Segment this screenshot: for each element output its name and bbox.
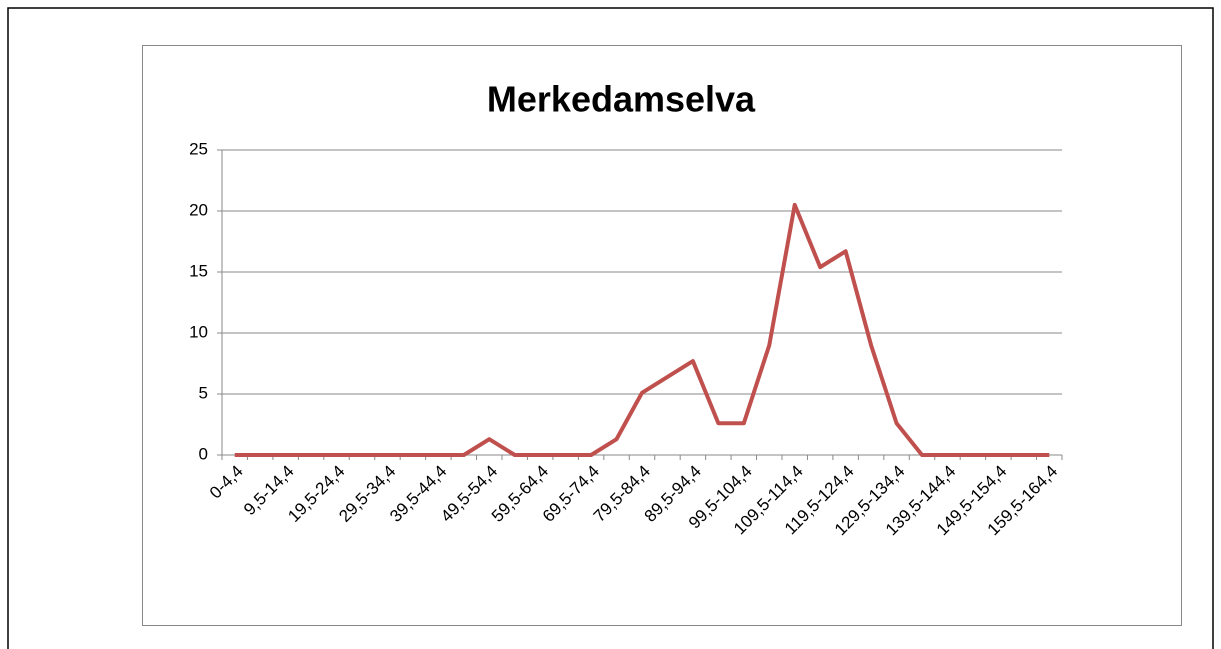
- chart-area: [142, 45, 1182, 626]
- y-tick-label: 15: [189, 261, 208, 280]
- y-tick-label: 25: [189, 139, 208, 158]
- chart-title: Merkedamselva: [487, 79, 756, 120]
- y-tick-label: 0: [199, 444, 208, 463]
- y-tick-label: 20: [189, 200, 208, 219]
- line-series: [234, 202, 1050, 457]
- y-tick-label: 5: [199, 383, 208, 402]
- y-tick-label: 10: [189, 322, 208, 341]
- frame: [7, 7, 1214, 649]
